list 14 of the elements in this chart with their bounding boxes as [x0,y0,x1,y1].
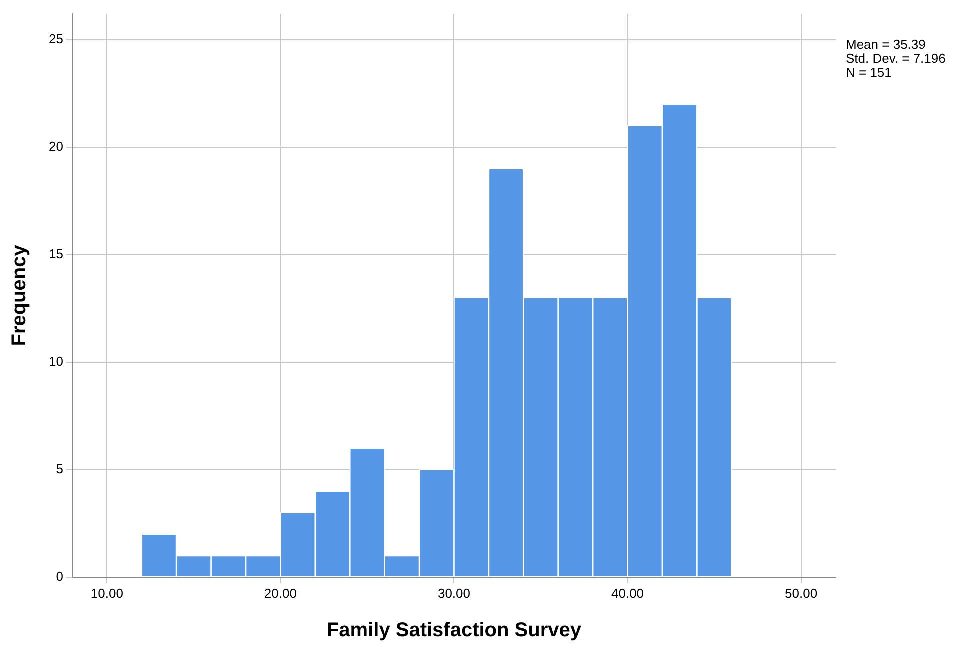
y-tick-label: 5 [56,461,64,476]
y-tick-label: 15 [48,246,64,262]
y-tick-label: 20 [48,138,64,154]
x-tick-label: 40.00 [611,586,644,601]
x-tick-label: 50.00 [785,586,818,601]
y-tick-label: 10 [48,354,64,369]
x-tick-label: 20.00 [264,586,297,601]
y-axis-title: Frequency [8,244,31,346]
y-tick-label: 25 [48,31,64,46]
x-axis-title: Family Satisfaction Survey [326,620,582,642]
x-tick-label: 30.00 [438,586,471,601]
text: Mean = 35.39 Std. Dev. = 7.196 N = 151 [846,37,946,80]
x-tick-label: 10.00 [90,586,124,601]
y-tick-label: 0 [56,568,64,584]
